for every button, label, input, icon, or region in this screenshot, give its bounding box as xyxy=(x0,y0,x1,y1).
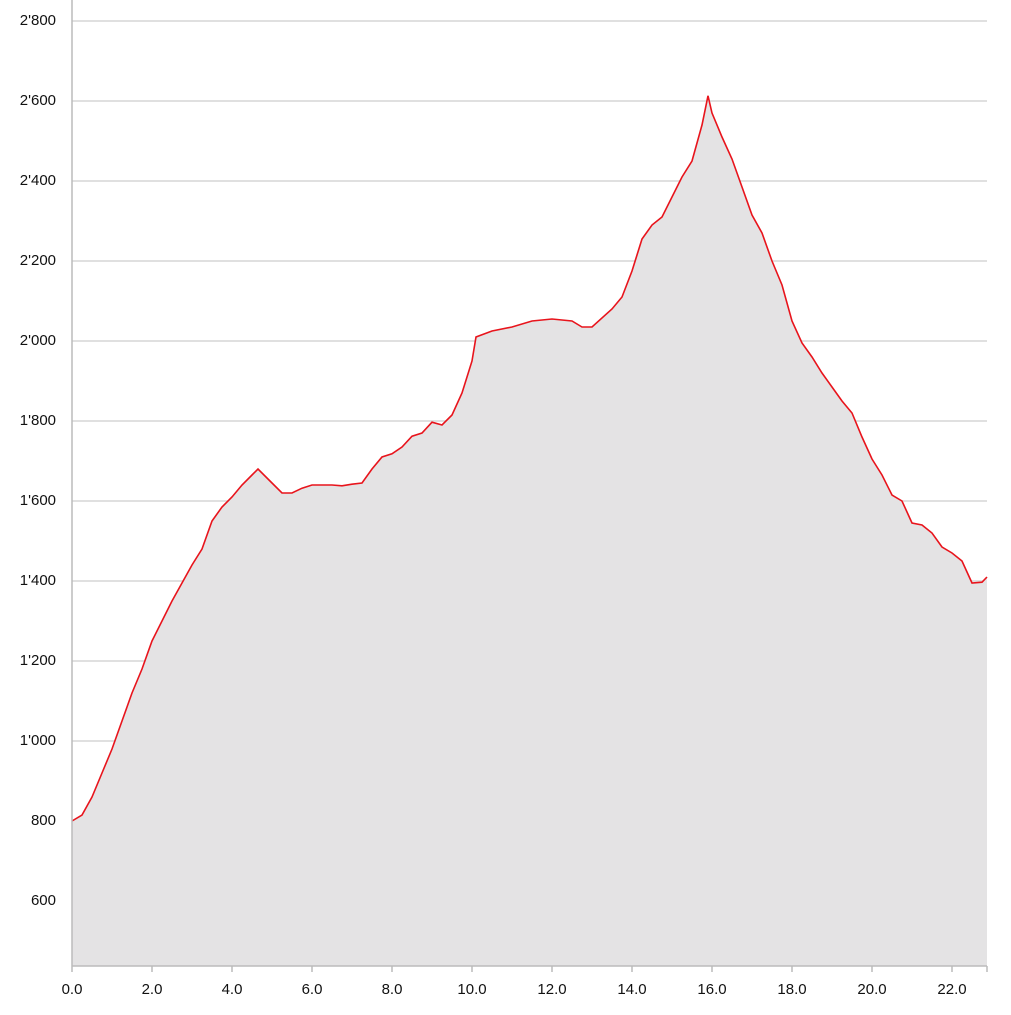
y-tick-label: 1'000 xyxy=(20,732,56,749)
y-tick-label: 1'600 xyxy=(20,492,56,509)
y-tick-label: 800 xyxy=(31,812,56,829)
y-tick-label: 600 xyxy=(31,892,56,909)
y-tick-label: 2'000 xyxy=(20,332,56,349)
y-tick-label: 1'400 xyxy=(20,572,56,589)
y-tick-label: 2'400 xyxy=(20,172,56,189)
x-tick-label: 4.0 xyxy=(222,981,243,998)
area-fill xyxy=(72,95,987,967)
y-tick-label: 2'600 xyxy=(20,92,56,109)
x-tick-label: 16.0 xyxy=(697,981,726,998)
y-tick-label: 1'200 xyxy=(20,652,56,669)
y-tick-label: 2'800 xyxy=(20,12,56,29)
elevation-line xyxy=(71,95,988,822)
x-tick-label: 2.0 xyxy=(142,981,163,998)
x-tick-label: 20.0 xyxy=(857,981,886,998)
x-tick-label: 18.0 xyxy=(777,981,806,998)
x-tick-label: 10.0 xyxy=(457,981,486,998)
x-tick-label: 12.0 xyxy=(537,981,566,998)
x-tick-label: 14.0 xyxy=(617,981,646,998)
x-tick-label: 0.0 xyxy=(62,981,83,998)
x-tick-label: 22.0 xyxy=(937,981,966,998)
x-tick-label: 8.0 xyxy=(382,981,403,998)
y-tick-label: 1'800 xyxy=(20,412,56,429)
y-tick-label: 2'200 xyxy=(20,252,56,269)
x-tick-label: 6.0 xyxy=(302,981,323,998)
